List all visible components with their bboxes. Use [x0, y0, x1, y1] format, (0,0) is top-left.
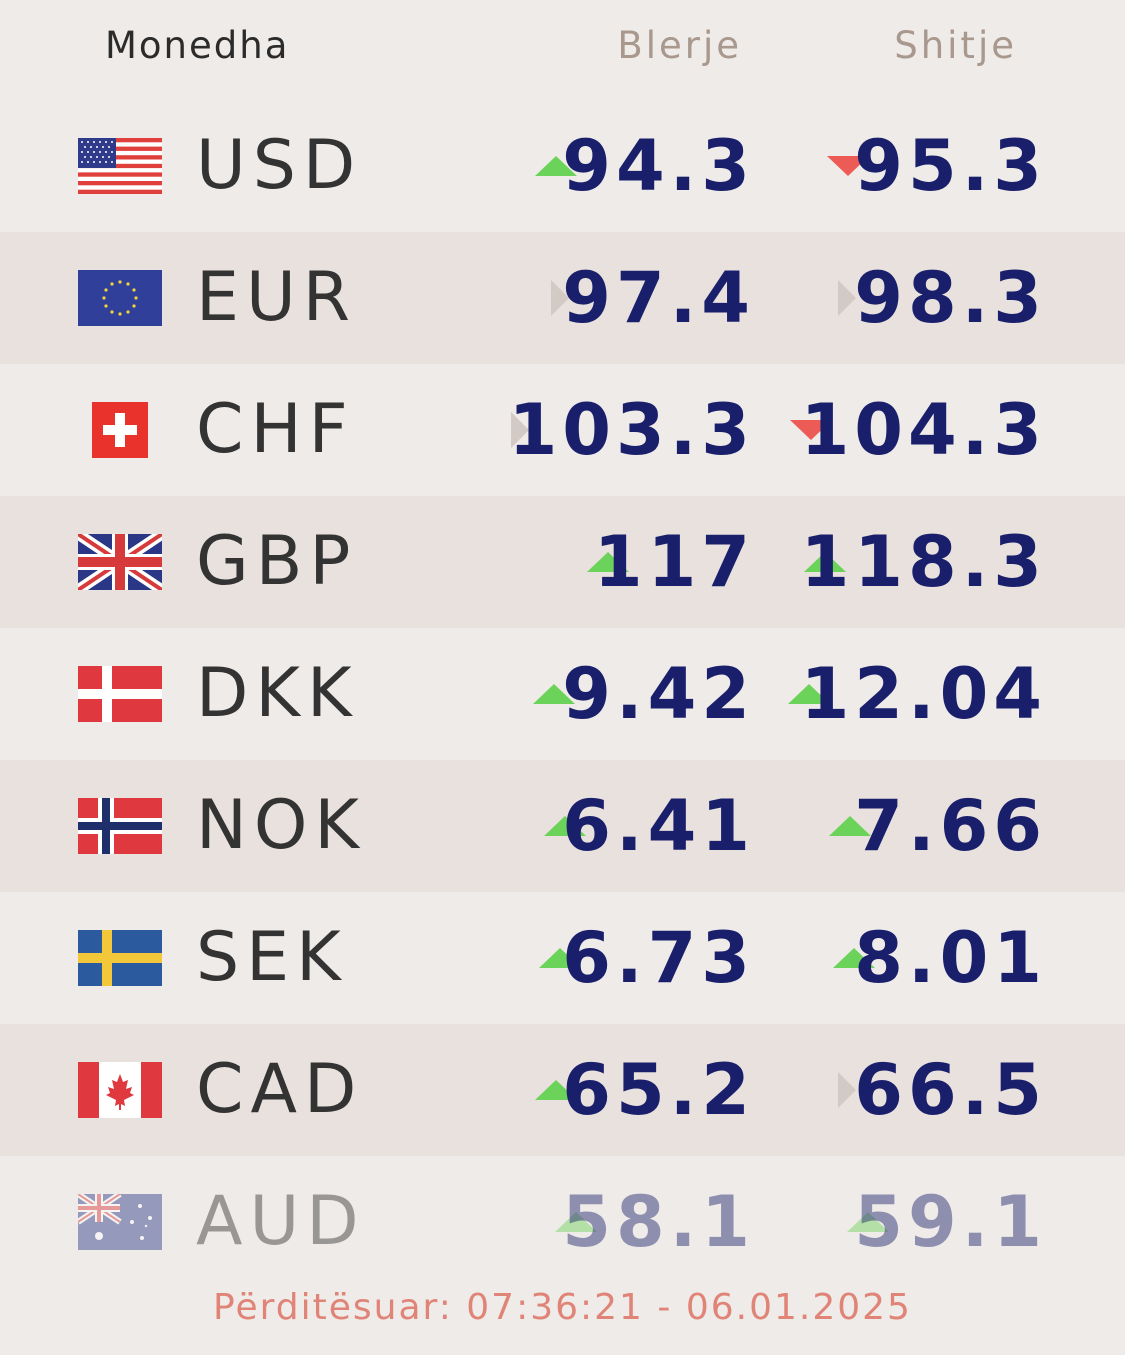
buy-rate: 103.3	[508, 389, 755, 471]
currency-column-header: Monedha	[105, 24, 290, 67]
buy-rate: 9.42	[562, 653, 755, 735]
ca-flag-icon	[78, 1062, 162, 1118]
currency-code: EUR	[196, 258, 357, 337]
buy-rate: 6.41	[562, 785, 755, 867]
sell-rate: 66.5	[854, 1049, 1047, 1131]
buy-rate: 6.73	[562, 917, 755, 999]
au-flag-icon	[78, 1194, 162, 1250]
sell-rate: 104.3	[800, 389, 1047, 471]
rate-row-aud[interactable]: AUD 58.1 59.1	[0, 1156, 1125, 1288]
us-flag-icon	[78, 138, 162, 194]
currency-code: NOK	[196, 786, 366, 865]
rate-row-dkk[interactable]: DKK 9.42 12.04	[0, 628, 1125, 760]
sell-trend-up-icon	[804, 552, 846, 572]
sell-rate: 98.3	[854, 257, 1047, 339]
currency-code: USD	[196, 126, 363, 205]
buy-trend-up-icon	[533, 684, 575, 704]
no-flag-icon	[78, 798, 162, 854]
dk-flag-icon	[78, 666, 162, 722]
buy-trend-up-icon	[539, 948, 581, 968]
buy-trend-up-icon	[555, 1212, 597, 1232]
sell-rate: 95.3	[854, 125, 1047, 207]
sell-rate: 8.01	[854, 917, 1047, 999]
sell-rate: 12.04	[800, 653, 1047, 735]
sell-trend-up-icon	[829, 816, 871, 836]
sell-trend-up-icon	[833, 948, 875, 968]
eu-flag-icon	[78, 270, 162, 326]
buy-trend-up-icon	[535, 156, 577, 176]
sell-trend-flat-icon	[838, 1072, 856, 1108]
buy-rate: 94.3	[562, 125, 755, 207]
sell-trend-flat-icon	[838, 280, 856, 316]
sell-trend-down-icon	[790, 420, 832, 440]
buy-trend-flat-icon	[551, 280, 569, 316]
ch-flag-icon	[92, 402, 148, 458]
sell-column-header: Shitje	[894, 24, 1017, 67]
buy-trend-up-icon	[587, 552, 629, 572]
se-flag-icon	[78, 930, 162, 986]
rate-row-nok[interactable]: NOK 6.41 7.66	[0, 760, 1125, 892]
last-updated-text: Përditësuar: 07:36:21 - 06.01.2025	[213, 1287, 912, 1328]
sell-trend-down-icon	[827, 156, 869, 176]
rate-row-chf[interactable]: CHF 103.3 104.3	[0, 364, 1125, 496]
sell-trend-up-icon	[788, 684, 830, 704]
buy-trend-flat-icon	[511, 412, 529, 448]
rate-row-gbp[interactable]: GBP 117 118.3	[0, 496, 1125, 628]
buy-trend-up-icon	[544, 816, 586, 836]
table-header: Monedha Blerje Shitje	[0, 0, 1125, 100]
buy-rate: 97.4	[562, 257, 755, 339]
sell-rate: 7.66	[854, 785, 1047, 867]
currency-code: CAD	[196, 1050, 364, 1129]
buy-rate: 65.2	[562, 1049, 755, 1131]
currency-code: SEK	[196, 918, 348, 997]
gb-flag-icon	[78, 534, 162, 590]
buy-rate: 58.1	[562, 1181, 755, 1263]
rate-row-eur[interactable]: EUR 97.4 98.3	[0, 232, 1125, 364]
currency-code: CHF	[196, 390, 355, 469]
currency-code: DKK	[196, 654, 359, 733]
currency-code: GBP	[196, 522, 358, 601]
buy-rate: 117	[593, 521, 755, 603]
rate-row-sek[interactable]: SEK 6.73 8.01	[0, 892, 1125, 1024]
currency-code: AUD	[196, 1182, 366, 1261]
rate-row-usd[interactable]: USD 94.3 95.3	[0, 100, 1125, 232]
sell-trend-up-icon	[847, 1212, 889, 1232]
rate-row-cad[interactable]: CAD 65.2 66.5	[0, 1024, 1125, 1156]
sell-rate: 59.1	[854, 1181, 1047, 1263]
buy-trend-up-icon	[535, 1080, 577, 1100]
rates-list[interactable]: USD 94.3 95.3 EUR 97.4	[0, 100, 1125, 1288]
buy-column-header: Blerje	[617, 24, 742, 67]
sell-rate: 118.3	[800, 521, 1047, 603]
